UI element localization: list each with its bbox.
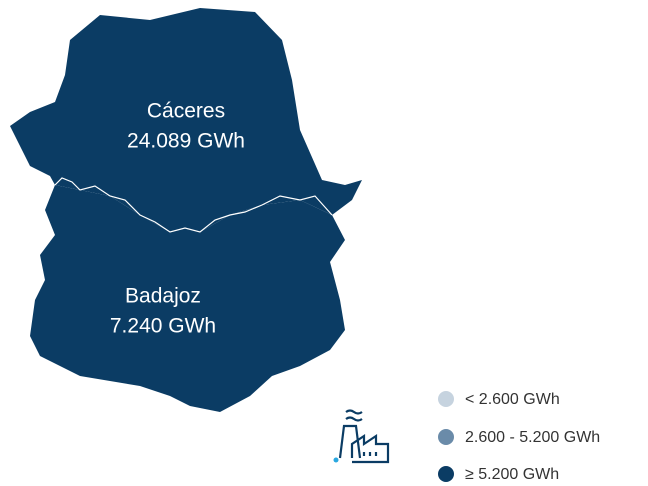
region-value: 7.240 GWh bbox=[110, 315, 216, 338]
legend-swatch bbox=[438, 466, 454, 482]
region-value: 24.089 GWh bbox=[127, 130, 245, 153]
legend-swatch bbox=[438, 429, 454, 445]
region-name: Badajoz bbox=[125, 285, 201, 308]
legend-label: < 2.600 GWh bbox=[465, 391, 560, 408]
region-badajoz bbox=[30, 185, 345, 412]
legend-label: 2.600 - 5.200 GWh bbox=[465, 429, 600, 446]
region-border bbox=[54, 177, 333, 233]
icon-dot bbox=[333, 457, 339, 463]
legend-swatch bbox=[438, 391, 454, 407]
region-name: Cáceres bbox=[147, 100, 225, 123]
factory-icon bbox=[338, 409, 390, 464]
legend-label: ≥ 5.200 GWh bbox=[465, 466, 559, 483]
region-caceres bbox=[10, 8, 362, 232]
